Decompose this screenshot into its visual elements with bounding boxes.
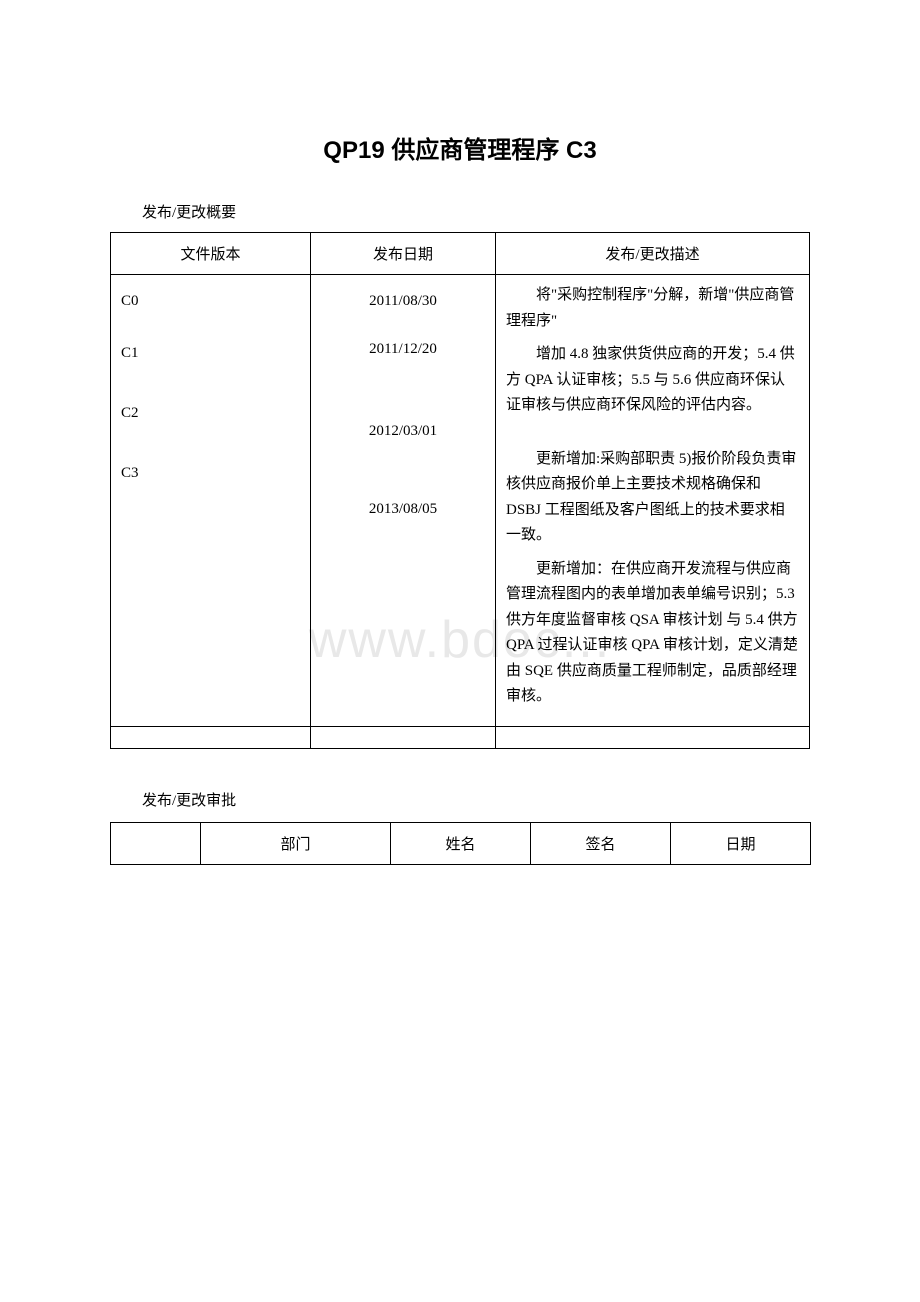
desc-p1: 将"采购控制程序"分解，新增"供应商管理程序" <box>506 283 799 334</box>
empty-cell <box>311 726 496 748</box>
date-0: 2011/08/30 <box>321 283 485 319</box>
header-desc: 发布/更改描述 <box>496 233 810 275</box>
header-date: 发布日期 <box>311 233 496 275</box>
revision-summary-table: 文件版本 发布日期 发布/更改描述 C0 C1 C2 C3 2011/08/30… <box>110 232 810 749</box>
empty-cell <box>111 726 311 748</box>
version-c3: C3 <box>121 455 300 491</box>
section-1-label: 发布/更改概要 <box>142 201 810 222</box>
date-2: 2012/03/01 <box>321 413 485 449</box>
table-header-row: 文件版本 发布日期 发布/更改描述 <box>111 233 810 275</box>
desc-p4: 更新增加：在供应商开发流程与供应商管理流程图内的表单增加表单编号识别；5.3 供… <box>506 557 799 710</box>
approval-header-row: 部门 姓名 签名 日期 <box>111 822 811 864</box>
date-3: 2013/08/05 <box>321 491 485 527</box>
header-version: 文件版本 <box>111 233 311 275</box>
version-c1: C1 <box>121 335 300 371</box>
date-1: 2011/12/20 <box>321 331 485 367</box>
date-cell: 2011/08/30 2011/12/20 2012/03/01 2013/08… <box>311 275 496 727</box>
version-c0: C0 <box>121 283 300 319</box>
table-row: C0 C1 C2 C3 2011/08/30 2011/12/20 2012/0… <box>111 275 810 727</box>
approval-h2: 姓名 <box>391 822 531 864</box>
approval-table: 部门 姓名 签名 日期 <box>110 822 811 865</box>
section-2-label: 发布/更改审批 <box>142 789 810 810</box>
approval-h3: 签名 <box>531 822 671 864</box>
desc-p3: 更新增加:采购部职责 5)报价阶段负责审核供应商报价单上主要技术规格确保和 DS… <box>506 447 799 549</box>
version-c2: C2 <box>121 395 300 431</box>
approval-h1: 部门 <box>201 822 391 864</box>
version-cell: C0 C1 C2 C3 <box>111 275 311 727</box>
approval-h4: 日期 <box>671 822 811 864</box>
description-cell: 将"采购控制程序"分解，新增"供应商管理程序" 增加 4.8 独家供货供应商的开… <box>496 275 810 727</box>
approval-h0 <box>111 822 201 864</box>
desc-p2: 增加 4.8 独家供货供应商的开发；5.4 供方 QPA 认证审核；5.5 与 … <box>506 342 799 419</box>
empty-row <box>111 726 810 748</box>
document-title: QP19 供应商管理程序 C3 <box>110 130 810 165</box>
page-content: QP19 供应商管理程序 C3 发布/更改概要 文件版本 发布日期 发布/更改描… <box>0 0 920 865</box>
empty-cell <box>496 726 810 748</box>
